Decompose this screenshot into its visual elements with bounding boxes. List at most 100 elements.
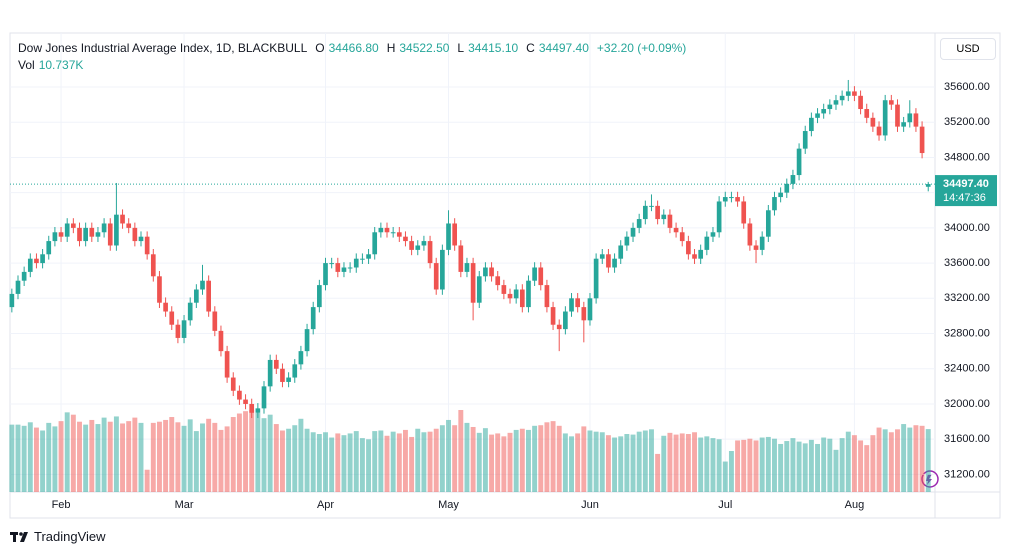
volume-bar (698, 437, 704, 492)
candle-body (157, 276, 162, 303)
volume-bar (526, 429, 531, 492)
volume-bar (722, 461, 728, 492)
volume-bar (919, 425, 925, 492)
volume-bar (446, 419, 451, 492)
volume-bar (556, 425, 562, 492)
volume-bar (77, 421, 82, 492)
volume-bar (298, 418, 304, 492)
candle-body (280, 368, 285, 382)
volume-bar (655, 453, 661, 492)
legend-key: C (526, 41, 535, 55)
candle-body (925, 184, 931, 187)
candle-body (464, 263, 470, 272)
volume-bar (765, 436, 771, 492)
candle-body (390, 232, 396, 234)
candle-body (870, 117, 876, 127)
volume-bar (728, 451, 734, 492)
candle-body (396, 232, 402, 237)
volume-bar (778, 443, 784, 492)
volume-bar (489, 434, 495, 492)
candle-body (686, 241, 691, 255)
volume-bar (40, 430, 46, 492)
candle-body (556, 324, 562, 330)
candle-body (335, 263, 341, 272)
volume-bar (858, 440, 864, 492)
volume-bar (612, 437, 618, 492)
volume-bar (802, 443, 808, 492)
candle-body (612, 258, 617, 268)
volume-bar (513, 429, 519, 492)
volume-bar (673, 434, 679, 492)
y-tick-label: 35600.00 (944, 81, 990, 93)
volume-bar (808, 439, 814, 492)
candle-body (132, 227, 138, 242)
candle-body (636, 219, 642, 228)
candle-body (384, 227, 390, 233)
candle-body (169, 311, 175, 325)
candle-body (692, 254, 697, 259)
volume-bar (113, 416, 119, 492)
candle-body (323, 263, 328, 286)
volume-bar (107, 421, 113, 492)
candle-body (71, 223, 76, 228)
chart-frame (9, 32, 1001, 519)
y-tick-label: 33200.00 (944, 292, 990, 304)
y-tick-label: 32400.00 (944, 363, 990, 375)
volume-bar (433, 428, 439, 492)
candle-body (784, 183, 790, 193)
candle-body (809, 117, 814, 132)
candle-body (796, 148, 802, 176)
legend-volume-key: Vol (18, 58, 35, 72)
candle-body (852, 91, 857, 96)
candle-body (655, 205, 660, 220)
volume-bar (372, 431, 378, 492)
volume-bar (384, 435, 390, 492)
candle-body (433, 263, 439, 290)
volume-bar (83, 424, 89, 492)
volume-bar (851, 435, 857, 492)
x-tick-label: Jun (581, 499, 599, 511)
candle-body (83, 227, 88, 242)
candle-body (815, 113, 820, 118)
volume-bar (292, 425, 298, 492)
y-tick-label: 32000.00 (944, 398, 990, 410)
candle-body (642, 205, 648, 220)
candle-body (753, 245, 759, 250)
volume-bar (335, 433, 341, 492)
candle-body (347, 267, 353, 269)
y-tick-label: 31600.00 (944, 433, 990, 445)
candle-body (9, 293, 15, 308)
legend-value: 34497.40 (538, 41, 589, 55)
candle-body (618, 245, 624, 259)
candle-body (360, 258, 365, 260)
candle-body (630, 227, 636, 237)
candle-body (415, 245, 421, 250)
candle-body (458, 245, 464, 272)
candle-body (722, 197, 728, 202)
volume-bar (279, 430, 285, 492)
volume-bar (476, 432, 482, 492)
candle-body (550, 307, 556, 325)
candle-body (821, 109, 827, 114)
candle-body (317, 285, 322, 308)
volume-bar (427, 431, 433, 492)
candle-body (286, 377, 291, 382)
currency-button[interactable]: USD (940, 38, 996, 60)
candle-body (329, 263, 334, 265)
candle-body (440, 249, 445, 290)
countdown-label: 14:47:36 (943, 192, 986, 204)
volume-bar (692, 432, 697, 492)
y-tick-label: 34800.00 (944, 151, 990, 163)
candle-body (175, 324, 181, 338)
volume-bar (562, 433, 568, 492)
volume-bar (396, 433, 402, 492)
legend-key: L (457, 41, 465, 55)
candle-body (735, 197, 740, 202)
volume-bar (839, 438, 845, 492)
volume-bar (273, 424, 279, 492)
volume-bar (329, 437, 335, 492)
volume-bar (661, 435, 667, 492)
candle-body (292, 364, 298, 378)
candle-body (772, 197, 777, 211)
volume-bar (138, 422, 144, 492)
